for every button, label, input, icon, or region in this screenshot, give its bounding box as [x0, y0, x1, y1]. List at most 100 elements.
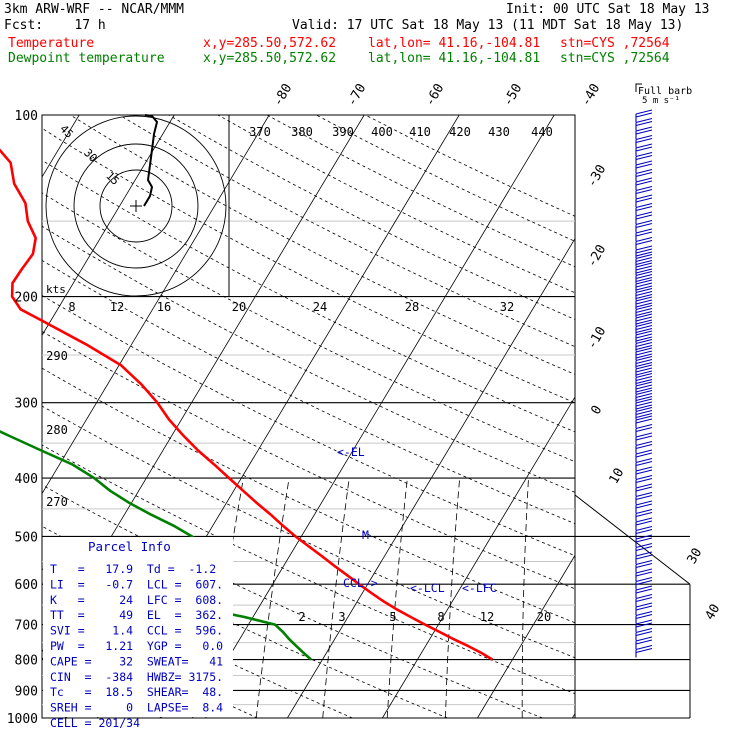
- isotherm-label-right: -20: [585, 242, 610, 270]
- wind-barb: [635, 160, 653, 173]
- wind-barb: [635, 372, 653, 386]
- barb-legend-title: Full barb: [638, 86, 692, 97]
- wind-barb: [635, 440, 653, 454]
- dry-adiabat-label: 290: [46, 349, 68, 363]
- parcel-info-line: PW = 1.21 YGP = 0.0: [50, 639, 223, 653]
- theta-label: 400: [371, 125, 393, 139]
- m-marker: M: [362, 528, 369, 542]
- wind-barb: [635, 134, 653, 148]
- wind-barb: [635, 593, 653, 607]
- parcel-info-line: Tc = 18.5 SHEAR= 48.: [50, 685, 223, 699]
- isotherm-label-top: -50: [501, 81, 526, 109]
- pressure-label: 300: [15, 397, 38, 412]
- mixing-ratio-lines: [205, 477, 529, 718]
- mid-scale-label: 8: [68, 300, 75, 314]
- isotherm-line: [192, 115, 555, 718]
- dry-adiabat-label: 270: [46, 495, 68, 509]
- extension-edge: [574, 494, 691, 585]
- mixing-ratio-label: 8: [437, 610, 444, 624]
- wind-barb: [635, 381, 653, 394]
- dry-adiabat: [217, 115, 575, 294]
- isotherm-label-right: 0: [589, 403, 606, 417]
- parcel-info-line: K = 24 LFC = 608.: [50, 593, 223, 607]
- pressure-label: 800: [15, 654, 38, 669]
- isotherm-line: [667, 115, 740, 718]
- dew-xy: x,y=285.50,572.62: [203, 51, 337, 66]
- mid-scale-label: 12: [110, 300, 124, 314]
- isotherm-label-right: -10: [585, 324, 610, 352]
- wind-barb: [635, 126, 653, 139]
- parcel-info-line: CELL = 201/34: [50, 716, 140, 730]
- barb-legend-unit: 5 m s⁻¹: [642, 96, 680, 106]
- mid-scale-label: 32: [500, 300, 514, 314]
- wind-barb: [635, 364, 653, 377]
- wind-barb: [635, 262, 653, 275]
- pressure-label: 400: [15, 472, 38, 487]
- dry-adiabat: [42, 295, 575, 557]
- dry-adiabat: [42, 568, 353, 718]
- wind-barb: [635, 330, 653, 343]
- wind-barb: [635, 534, 653, 547]
- wind-barb: [635, 304, 653, 318]
- pressure-label: 1000: [7, 712, 38, 727]
- hodograph-ring: [45, 115, 227, 297]
- wind-barb: [635, 270, 653, 284]
- wind-barb: [635, 551, 653, 564]
- theta-label: 390: [332, 125, 354, 139]
- wind-barb: [635, 627, 653, 641]
- wind-barb: [635, 423, 653, 437]
- mixing-ratio-line: [322, 477, 350, 718]
- wind-barb: [635, 338, 653, 352]
- wind-barb: [635, 525, 653, 539]
- wind-barb: [635, 211, 653, 224]
- wind-barb: [635, 559, 653, 573]
- theta-label: 440: [531, 125, 553, 139]
- temp-station: stn=CYS ,72564: [560, 36, 670, 51]
- isotherm-line: [42, 115, 175, 337]
- wind-barb: [635, 491, 653, 505]
- wind-barb: [635, 168, 653, 182]
- wind-barb: [635, 398, 653, 411]
- pressure-label: 500: [15, 530, 38, 545]
- isotherm-label-right: 30: [685, 546, 706, 567]
- lfc-marker: <-LFC: [462, 581, 497, 595]
- dry-adiabat: [266, 115, 575, 268]
- hodograph-ring: [73, 143, 199, 269]
- init-time: Init: 00 UTC Sat 18 May 13: [506, 2, 710, 17]
- wind-barb: [635, 177, 653, 190]
- dry-adiabat: [42, 259, 575, 525]
- isotherm-label-right: 40: [703, 602, 724, 623]
- wind-barb: [635, 236, 653, 250]
- wind-barb: [635, 500, 653, 513]
- dry-adiabat: [168, 115, 575, 320]
- wind-barb: [635, 466, 653, 479]
- wind-barb: [635, 321, 653, 335]
- temperature-trace: [0, 148, 494, 661]
- dry-adiabat: [42, 405, 575, 659]
- wind-barb: [635, 296, 653, 309]
- wind-barb: [635, 151, 653, 165]
- hodograph-kts-label: kts: [46, 283, 66, 296]
- wind-barb: [635, 636, 653, 649]
- isotherm-line: [477, 554, 575, 718]
- pressure-label: 600: [15, 578, 38, 593]
- parcel-info-line: T = 17.9 Td = -1.2: [50, 562, 216, 576]
- hodograph-ring: [99, 169, 173, 243]
- wind-barb: [635, 253, 653, 267]
- isotherm-line: [287, 237, 575, 718]
- wind-barb: [635, 245, 653, 258]
- wind-barb: [635, 389, 653, 403]
- wind-barb: [635, 449, 653, 462]
- mixing-ratio-line: [386, 477, 408, 718]
- wind-barb: [635, 313, 653, 326]
- wind-barb: [635, 279, 653, 292]
- mid-scale-label: 28: [405, 300, 419, 314]
- wind-barb: [635, 585, 653, 598]
- dewpoint-legend: Dewpoint temperature: [8, 51, 165, 66]
- dry-adiabat-label: 280: [46, 423, 68, 437]
- parcel-info-title: Parcel Info: [88, 539, 171, 554]
- ccl-marker: CCL->: [343, 576, 378, 590]
- wind-barb: [635, 508, 653, 522]
- mixing-ratio-label: 3: [338, 610, 345, 624]
